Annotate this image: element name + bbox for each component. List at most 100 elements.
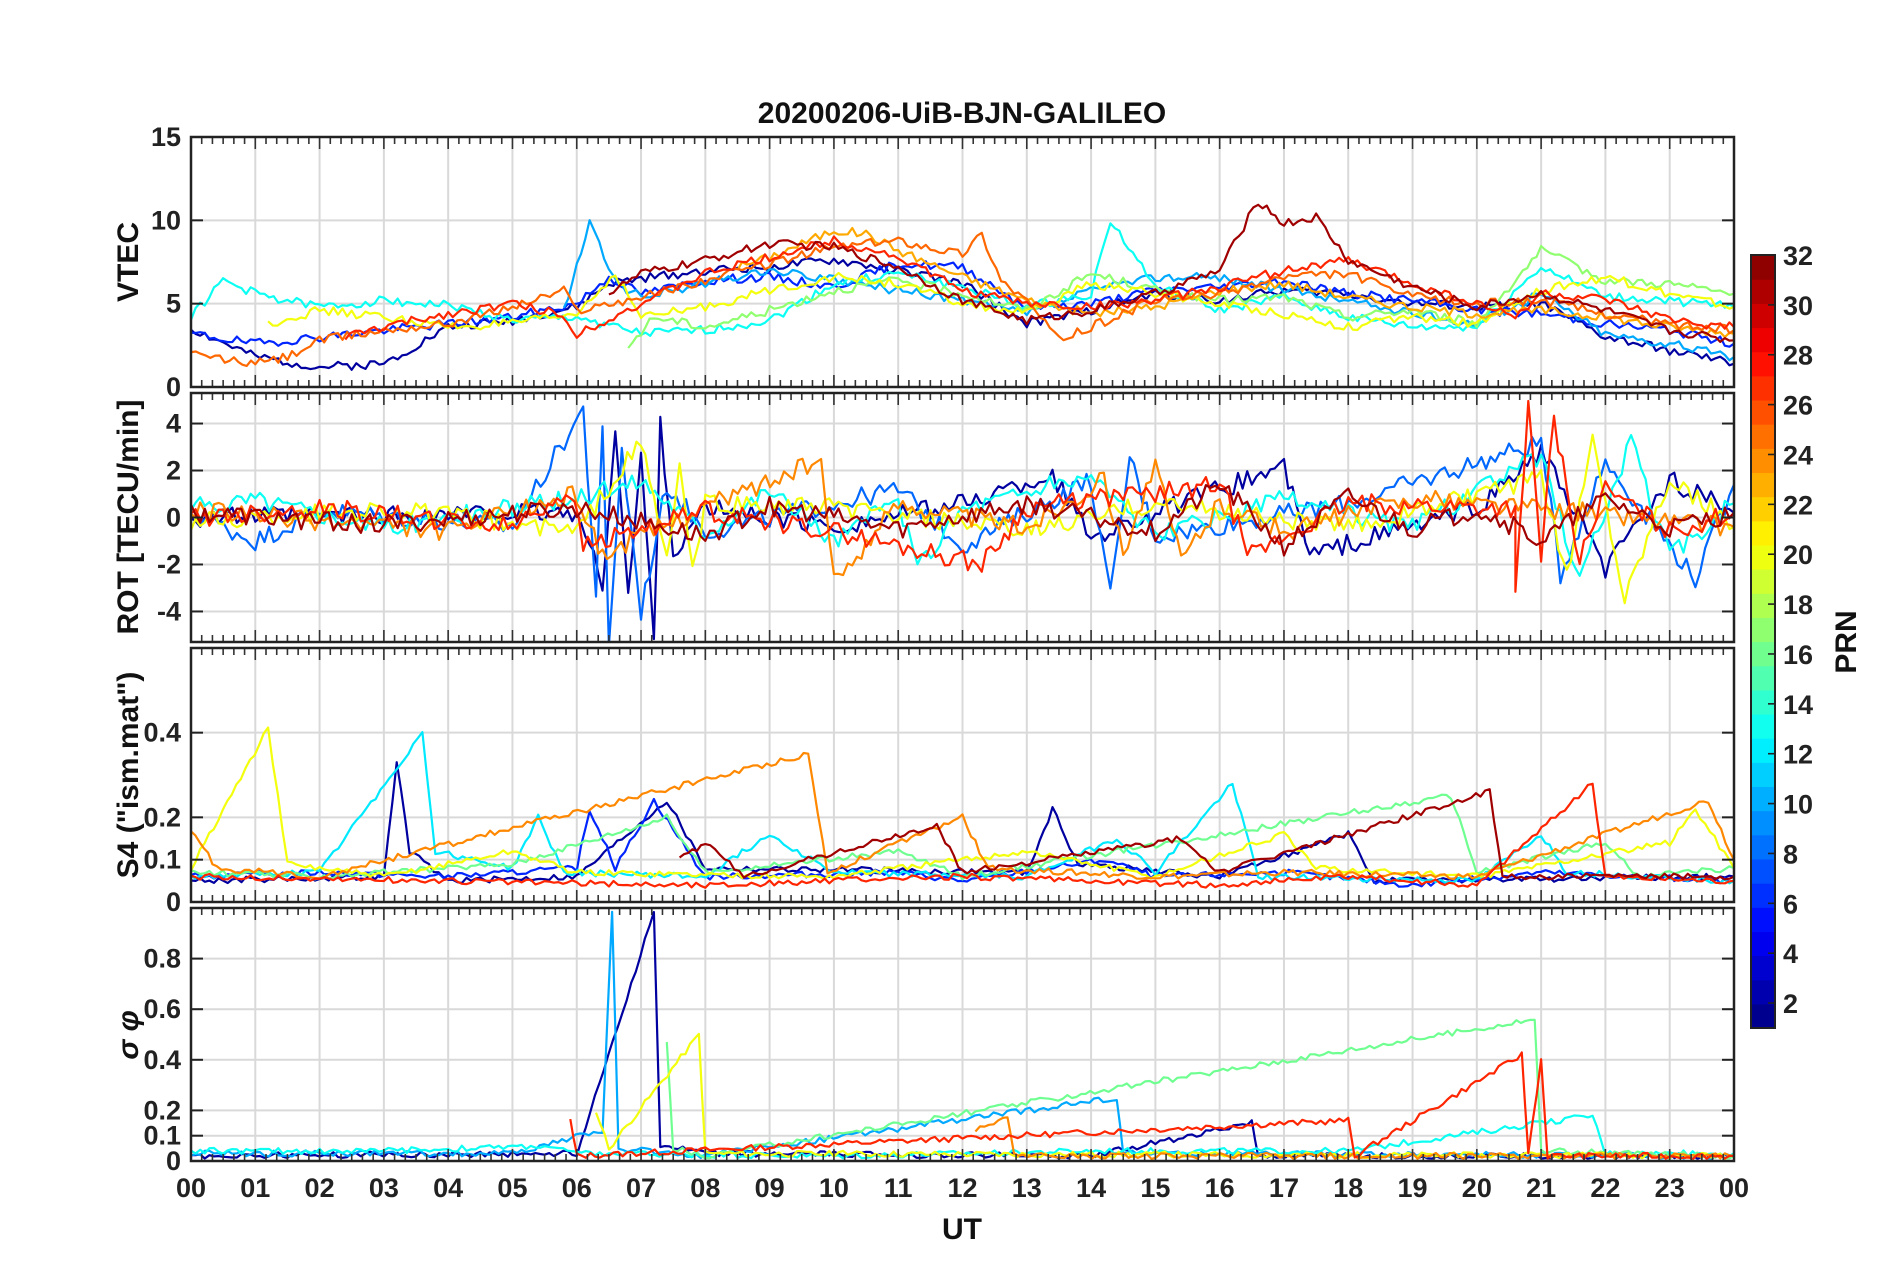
y-tick-label: 0.4 <box>143 718 181 748</box>
series-line-prn-20 <box>191 433 1734 605</box>
series-line-prn-31 <box>608 203 1734 343</box>
colorbar-tick-label: 12 <box>1783 740 1813 770</box>
series-line-prn-16 <box>665 1018 1734 1160</box>
y-axis-title-vtec: VTEC <box>112 222 145 302</box>
y-tick-label: 0.4 <box>143 1045 181 1075</box>
x-tick-label: 18 <box>1333 1173 1363 1203</box>
panel-frame <box>189 135 1736 389</box>
series-group <box>191 203 1734 371</box>
x-tick-label: 11 <box>884 1173 913 1203</box>
series-line-prn-27 <box>569 1051 1734 1161</box>
series-line-prn-27 <box>344 235 1734 341</box>
colorbar-segment <box>1751 617 1775 643</box>
colorbar-segment <box>1751 448 1775 474</box>
panel-rot: -4 -2 0 2 4 <box>157 391 1736 644</box>
x-tick-label: 07 <box>626 1173 656 1203</box>
colorbar-tick-label: 28 <box>1783 341 1813 371</box>
y-tick-label: 4 <box>166 409 181 439</box>
colorbar-segment <box>1751 520 1775 546</box>
panel-frame <box>189 906 1736 1163</box>
colorbar-tick-label: 24 <box>1783 440 1813 470</box>
colorbar-segment <box>1751 689 1775 715</box>
colorbar-tick-label: 10 <box>1783 790 1813 820</box>
colorbar-tick-label: 32 <box>1783 241 1813 271</box>
series-line-prn-24 <box>191 457 1734 577</box>
y-tick-label: 0 <box>166 887 181 917</box>
colorbar-segment <box>1751 279 1775 304</box>
colorbar-segment <box>1751 1003 1775 1029</box>
x-axis: 00 01 02 03 04 05 06 07 08 09 10 11 12 13 14 15 16 17 18 19… <box>176 1173 1749 1203</box>
x-tick-label: 14 <box>1076 1173 1106 1203</box>
chart-title: 20200206-UiB-BJN-GALILEO <box>758 97 1166 130</box>
y-tick-label: 10 <box>151 205 181 235</box>
y-axis-title-rot: ROT [TECU/min] <box>112 400 145 635</box>
x-tick-label: 19 <box>1398 1173 1428 1203</box>
colorbar-segment <box>1751 424 1775 449</box>
y-tick-label: 0.6 <box>143 994 181 1024</box>
colorbar-tick-label: 14 <box>1783 690 1813 720</box>
x-tick-label: 21 <box>1526 1173 1556 1203</box>
colorbar-segment <box>1751 255 1775 280</box>
y-tick-label: -2 <box>157 549 181 579</box>
series-line-prn-20 <box>191 726 1734 880</box>
colorbar-tick-label: 16 <box>1783 640 1813 670</box>
colorbar-segment <box>1751 931 1775 957</box>
series-line-prn-27 <box>191 399 1734 593</box>
panel-frame <box>189 646 1736 904</box>
y-tick-label: 0 <box>166 372 181 402</box>
y-axis-title-sigma-phi: σ φ <box>112 1010 145 1059</box>
x-tick-label: 13 <box>1012 1173 1042 1203</box>
y-tick-label: 0.1 <box>143 1121 181 1151</box>
y-tick-label: 0 <box>166 503 181 533</box>
y-tick-label: 2 <box>166 456 181 486</box>
colorbar-segment <box>1751 665 1775 691</box>
y-tick-label: -4 <box>157 596 181 626</box>
colorbar-segment <box>1751 713 1775 739</box>
series-line-prn-31 <box>191 484 1734 557</box>
x-tick-label: 01 <box>240 1173 270 1203</box>
series-group <box>191 399 1734 642</box>
y-tick-label: 0 <box>166 1146 181 1176</box>
colorbar-segment <box>1751 810 1775 836</box>
x-tick-label: 08 <box>690 1173 720 1203</box>
series-line-prn-6 <box>191 797 1734 888</box>
panel-vtec: 0 5 10 15 <box>151 122 1736 402</box>
colorbar-segment <box>1751 738 1775 763</box>
colorbar-segment <box>1751 593 1775 618</box>
x-tick-label: 23 <box>1655 1173 1685 1203</box>
colorbar-segment <box>1751 399 1775 425</box>
colorbar-segment <box>1751 544 1775 570</box>
series-line-prn-10 <box>191 910 1734 1160</box>
colorbar-segment <box>1751 907 1775 932</box>
colorbar-segment <box>1751 858 1775 884</box>
series-line-prn-20 <box>267 271 1734 332</box>
x-axis-title: UT <box>942 1213 982 1246</box>
series-line-prn-10 <box>562 219 1734 362</box>
y-tick-label: 0.8 <box>143 944 181 974</box>
colorbar-segment <box>1751 979 1775 1005</box>
series-group <box>191 726 1734 889</box>
colorbar-segment <box>1751 496 1775 522</box>
colorbar-segment <box>1751 375 1775 401</box>
x-tick-label: 22 <box>1590 1173 1620 1203</box>
x-tick-label: 16 <box>1205 1173 1235 1203</box>
colorbar-tick-label: 18 <box>1783 590 1813 620</box>
colorbar-tick-label: 30 <box>1783 291 1813 321</box>
colorbar-label: PRN <box>1830 610 1863 673</box>
colorbar-tick-label: 26 <box>1783 391 1813 421</box>
y-tick-label: 0.1 <box>143 845 181 875</box>
series-line-prn-23 <box>736 226 1734 339</box>
series-line-prn-25 <box>191 231 1734 367</box>
x-tick-label: 15 <box>1140 1173 1170 1203</box>
x-tick-label: 12 <box>947 1173 977 1203</box>
colorbar-segment <box>1751 786 1775 812</box>
colorbar-segment <box>1751 762 1775 788</box>
y-tick-label: 15 <box>151 122 181 152</box>
colorbar-segment <box>1751 351 1775 377</box>
series-line-prn-6 <box>191 260 1734 348</box>
colorbar-segment <box>1751 955 1775 981</box>
colorbar-tick-label: 8 <box>1783 839 1798 869</box>
x-tick-label: 04 <box>433 1173 463 1203</box>
